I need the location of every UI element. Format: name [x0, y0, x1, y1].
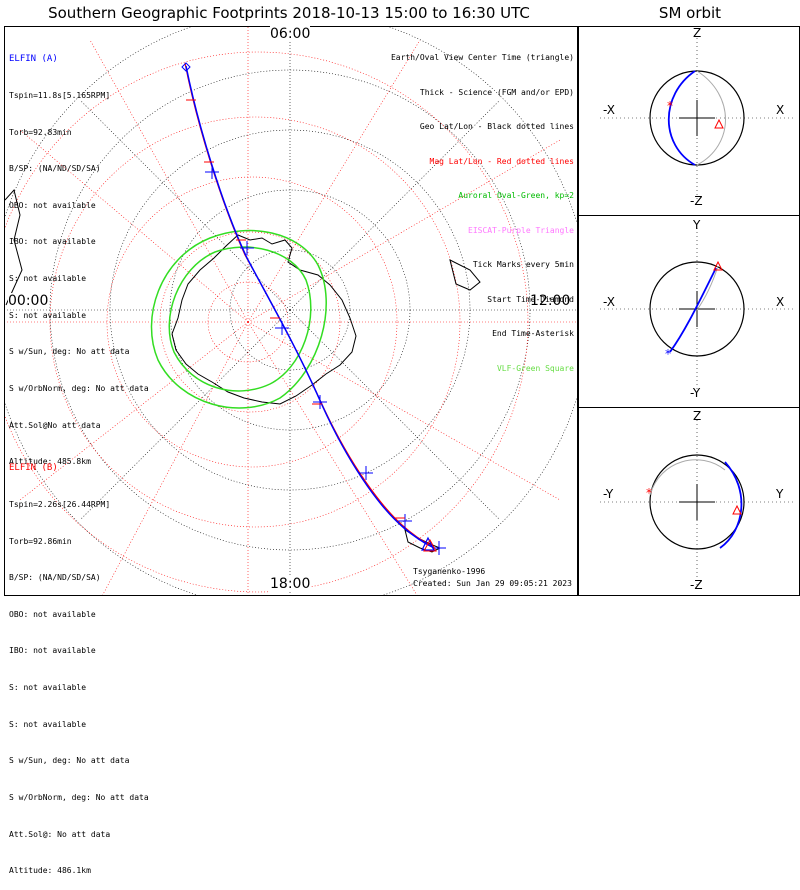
elfin-a-info: ELFIN (A) Tspin=11.8s[5.165RPM] Torb=92.…	[9, 29, 149, 481]
time-label-right: 12:00	[530, 293, 571, 309]
orbit-projection-a	[667, 70, 696, 166]
time-label-top: 06:00	[270, 26, 311, 42]
sm3-top: Z	[693, 409, 702, 423]
mag-grid	[5, 27, 577, 595]
plot-title: Southern Geographic Footprints 2018-10-1…	[48, 4, 530, 22]
legend-item: Earth/Oval View Center Time (triangle)	[390, 53, 574, 62]
elfin-a-line: B/SP: (NA/ND/SD/SA)	[9, 164, 101, 174]
center-triangle	[732, 504, 742, 515]
created-timestamp: Created: Sun Jan 29 09:05:21 2023	[413, 579, 572, 588]
sm3-bottom: -Z	[690, 578, 703, 592]
legend-item: Thick - Science (FGM and/or EPD)	[419, 87, 574, 97]
elfin-b-line: Att.Sol@: No att data	[9, 829, 111, 839]
elfin-b-line: OBO: not available	[9, 609, 96, 619]
sm-panel-xy-plot: *	[600, 228, 795, 390]
orbit-projection-gray	[649, 459, 726, 496]
sm1-right: X	[776, 103, 785, 117]
end-asterisk: *	[646, 486, 652, 500]
sm1-left: -X	[603, 103, 615, 117]
orbit-projection-gray	[696, 265, 719, 311]
legend-item: Start Time-Diamond	[487, 294, 574, 304]
elfin-a-line: IBO: not available	[9, 237, 96, 247]
time-tick-marks	[205, 165, 446, 555]
model-credit: Tsyganenko-1996	[413, 567, 486, 576]
legend-item: VLF-Green Square	[496, 363, 574, 373]
sm1-bottom: -Z	[690, 194, 703, 208]
earth-outline	[649, 261, 745, 357]
legend-item: Geo Lat/Lon - Black dotted lines	[419, 122, 574, 131]
elfin-a-line: Att.Sol@No att data	[9, 420, 101, 430]
elfin-b-line: B/SP: (NA/ND/SD/SA)	[9, 573, 101, 583]
orbit-projection-gray	[696, 70, 726, 166]
elfin-b-line: Altitude: 486.1km	[9, 866, 91, 876]
antarctica-coastline	[171, 234, 357, 405]
legend-item: Mag Lat/Lon - Red dotted lines	[429, 156, 575, 166]
time-label-left: 00:00	[8, 293, 49, 309]
center-triangle	[714, 118, 724, 129]
legend-item: EISCAT-Purple Triangle	[468, 225, 574, 235]
elfin-b-line: S w/OrbNorm, deg: No att data	[9, 792, 149, 802]
end-asterisk: *	[665, 347, 671, 361]
sm1-top: Z	[693, 26, 702, 40]
elfin-a-line: S w/OrbNorm, deg: No att data	[9, 383, 149, 393]
earth-outline	[649, 454, 745, 550]
sm2-top: Y	[693, 218, 701, 232]
africa-coastline	[5, 188, 23, 306]
time-label-bottom: 18:00	[270, 576, 311, 592]
end-asterisk: *	[667, 99, 673, 113]
legend-item: Tick Marks every 5min	[472, 260, 574, 269]
auroral-ovals	[150, 229, 327, 409]
view-center-triangle	[421, 536, 435, 551]
elfin-a-line: S: not available	[9, 310, 87, 320]
elfin-b-line: S: not available	[9, 719, 87, 729]
elfin-b-name: ELFIN (B)	[9, 463, 58, 474]
geo-grid	[5, 27, 577, 595]
auroral-oval-outer	[150, 229, 327, 409]
elfin-b-line: IBO: not available	[9, 646, 96, 656]
view-center-triangle-b	[423, 538, 437, 552]
sm2-left: -X	[603, 295, 615, 309]
sm-panel-xz-plot: *	[600, 38, 795, 200]
legend-item: Auroral Oval-Green, kp=2	[458, 191, 574, 200]
elfin-a-line: OBO: not available	[9, 200, 96, 210]
elfin-a-trace	[185, 65, 435, 549]
elfin-a-line: Torb=92.83min	[9, 127, 72, 137]
center-triangle	[713, 260, 723, 271]
start-diamond-marker	[181, 62, 191, 72]
time-tick-marks-b	[186, 99, 405, 519]
elfin-b-line: Tspin=2.26s[26.44RPM]	[9, 500, 111, 510]
elfin-a-line: S: not available	[9, 274, 87, 284]
sm3-left: -Y	[603, 487, 614, 501]
sm2-bottom: -Y	[690, 386, 701, 400]
elfin-a-line: Altitude: 485.8km	[9, 457, 91, 467]
orbit-projection-a	[669, 267, 717, 353]
elfin-a-line: S w/Sun, deg: No att data	[9, 347, 130, 357]
sm-orbit-title: SM orbit	[658, 4, 722, 22]
australia-coastline	[449, 259, 481, 291]
legend: Earth/Oval View Center Time (triangle) T…	[391, 29, 574, 386]
sm3-right: Y	[776, 487, 784, 501]
orbit-projection-a	[719, 461, 743, 549]
elfin-b-line: Torb=92.86min	[9, 536, 72, 546]
elfin-a-line: Tspin=11.8s[5.165RPM]	[9, 91, 111, 101]
elfin-a-name: ELFIN (A)	[9, 54, 58, 65]
sm2-right: X	[776, 295, 785, 309]
sm-panel-yz-plot: *	[600, 420, 795, 590]
polar-map	[5, 27, 577, 595]
auroral-oval-inner	[168, 246, 312, 392]
sm-orbit-plots: * * *	[600, 38, 795, 590]
elfin-b-line: S w/Sun, deg: No att data	[9, 756, 130, 766]
elfin-b-line: S: not available	[9, 683, 87, 693]
legend-item: End Time-Asterisk	[492, 329, 574, 338]
